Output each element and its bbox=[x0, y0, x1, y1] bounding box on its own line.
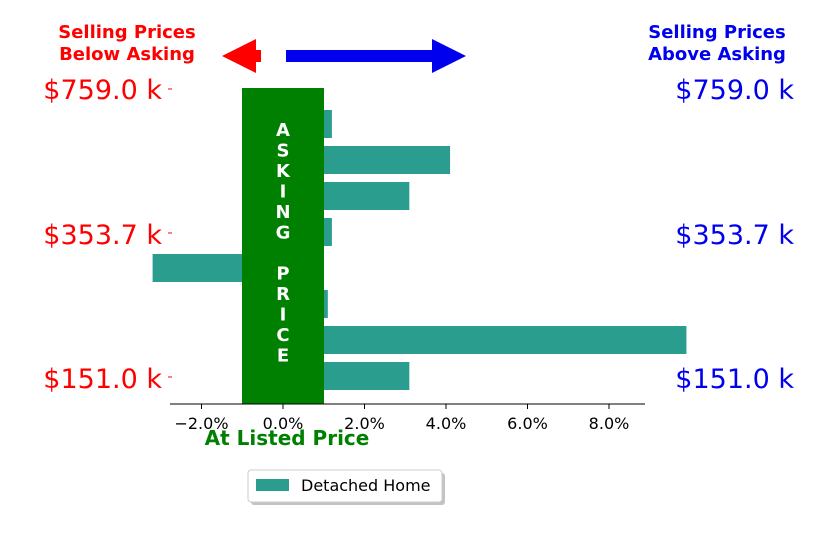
legend-label: Detached Home bbox=[301, 476, 431, 495]
x-tick-label-1: 0.0% bbox=[263, 414, 304, 433]
header-right-line1: Selling Prices bbox=[648, 22, 785, 43]
bar-3 bbox=[323, 218, 332, 246]
header-left-line2: Below Asking bbox=[59, 44, 195, 65]
x-axis-label: At Listed Price bbox=[205, 426, 370, 450]
bar-7 bbox=[323, 362, 410, 390]
band-letter-4: N bbox=[275, 202, 290, 223]
x-tick-label-5: 8.0% bbox=[589, 414, 630, 433]
x-ticks: −2.0% 0.0% 2.0% 4.0% 6.0% 8.0% bbox=[174, 404, 629, 433]
header-right-line2: Above Asking bbox=[648, 44, 786, 65]
bar-2 bbox=[323, 182, 410, 210]
left-arrow-icon bbox=[222, 39, 261, 73]
x-tick-label-0: −2.0% bbox=[174, 414, 228, 433]
x-tick-label-4: 6.0% bbox=[507, 414, 548, 433]
price-label-left-top: $759.0 k bbox=[43, 75, 162, 106]
band-letter-5: G bbox=[276, 223, 291, 244]
price-label-left-mid: $353.7 k bbox=[43, 220, 162, 251]
bar-6 bbox=[323, 326, 687, 354]
legend: Detached Home bbox=[247, 469, 445, 505]
band-letter-2: K bbox=[276, 161, 291, 182]
band-letter-11: E bbox=[277, 346, 289, 367]
x-tick-label-3: 4.0% bbox=[426, 414, 467, 433]
band-letter-10: C bbox=[276, 325, 289, 346]
header-left-line1: Selling Prices bbox=[58, 22, 195, 43]
band-letter-3: I bbox=[280, 182, 287, 203]
band-letter-9: I bbox=[280, 305, 287, 326]
price-label-left-bottom: $151.0 k bbox=[43, 364, 162, 395]
bar-1 bbox=[323, 146, 451, 174]
legend-swatch bbox=[256, 479, 289, 491]
bar-0 bbox=[323, 110, 332, 138]
price-label-right-bottom: $151.0 k bbox=[675, 364, 794, 395]
bars bbox=[152, 110, 687, 390]
x-tick-label-2: 2.0% bbox=[344, 414, 385, 433]
y-tick-marks bbox=[168, 88, 172, 378]
asking-price-band bbox=[242, 88, 324, 404]
right-arrow-icon bbox=[286, 39, 466, 73]
band-letter-0: A bbox=[276, 120, 290, 141]
band-letter-7: P bbox=[276, 264, 289, 285]
price-label-right-mid: $353.7 k bbox=[675, 220, 794, 251]
bar-5 bbox=[323, 290, 328, 318]
price-label-right-top: $759.0 k bbox=[675, 75, 794, 106]
bar-4 bbox=[152, 254, 243, 282]
band-letter-8: R bbox=[276, 284, 290, 305]
band-letter-1: S bbox=[277, 141, 290, 162]
